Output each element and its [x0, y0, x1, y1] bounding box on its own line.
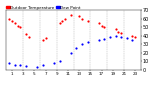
Point — [69, 52, 72, 53]
Point — [100, 25, 103, 26]
Point — [120, 37, 123, 38]
Point — [75, 48, 78, 49]
Point — [117, 31, 120, 32]
Point — [86, 20, 89, 21]
Point — [42, 65, 44, 66]
Point — [78, 16, 80, 17]
Point — [103, 38, 106, 40]
Point — [98, 22, 100, 24]
Point — [19, 27, 22, 28]
Point — [36, 66, 38, 68]
Point — [109, 37, 111, 38]
Point — [13, 22, 16, 24]
Point — [81, 44, 83, 45]
Point — [61, 20, 64, 21]
Point — [114, 28, 117, 30]
Point — [53, 62, 55, 64]
Point — [13, 64, 16, 65]
Point — [131, 35, 134, 36]
Point — [58, 22, 61, 24]
Point — [81, 18, 83, 20]
Point — [8, 18, 11, 20]
Point — [114, 35, 117, 36]
Point — [44, 38, 47, 39]
Point — [25, 66, 27, 67]
Point — [42, 39, 44, 41]
Legend: Outdoor Temperature, Dew Point: Outdoor Temperature, Dew Point — [6, 5, 81, 10]
Point — [69, 14, 72, 15]
Point — [86, 41, 89, 42]
Point — [19, 65, 22, 66]
Point — [131, 39, 134, 41]
Point — [58, 60, 61, 62]
Point — [125, 38, 128, 39]
Point — [98, 39, 100, 41]
Point — [16, 25, 19, 26]
Point — [8, 62, 11, 64]
Point — [28, 37, 30, 38]
Point — [134, 37, 136, 38]
Point — [120, 33, 123, 34]
Point — [103, 27, 106, 28]
Point — [64, 18, 67, 20]
Point — [25, 33, 27, 35]
Point — [11, 21, 13, 22]
